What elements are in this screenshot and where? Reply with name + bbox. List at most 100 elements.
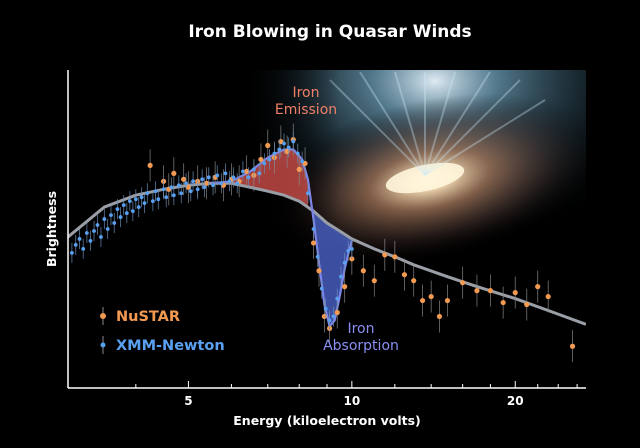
data-point-xmm [262,161,267,166]
legend-label-xmm: XMM-Newton [116,338,225,354]
data-point-xmm [272,151,277,156]
data-point-xmm [136,205,141,210]
data-point-xmm [115,207,120,212]
data-point-xmm [102,217,107,221]
data-point-nustar [360,268,366,274]
data-point-nustar [321,313,327,320]
data-point-xmm [81,246,86,251]
data-point-xmm [349,246,354,251]
data-point-xmm [295,151,300,156]
data-point-nustar [392,254,398,260]
data-point-xmm [112,221,117,225]
data-point-xmm [311,227,316,231]
data-point-nustar [569,343,576,349]
data-point-xmm [235,181,240,186]
data-point-xmm [77,237,82,241]
data-point-xmm [95,223,100,227]
data-point-xmm [335,296,340,301]
data-point-xmm [188,189,193,194]
data-point-nustar [316,268,322,274]
data-point-nustar [203,180,210,186]
data-point-nustar [444,297,451,304]
data-point-xmm [200,177,205,182]
data-point-nustar [185,184,192,190]
data-point-xmm [215,173,220,178]
data-point-xmm [171,193,176,198]
data-point-xmm [211,183,215,188]
data-point-nustar [181,176,187,182]
chart-title: Iron Blowing in Quasar Winds [188,22,471,42]
data-point-xmm [315,254,320,259]
absorption-region [313,211,352,327]
data-point-nustar [436,313,443,320]
data-point-nustar [258,156,264,163]
data-point-xmm [139,195,144,200]
data-point-nustar [535,284,541,290]
annotation-iron-absorption-line1: Iron [347,321,374,337]
data-point-xmm [319,286,324,291]
data-point-nustar [244,168,250,174]
data-point-nustar [401,272,408,278]
data-point-nustar [265,142,271,149]
legend: NuSTAR XMM-Newton [100,307,225,354]
galaxy-backdrop [250,70,586,290]
data-point-xmm [339,274,343,279]
data-point-xmm [323,306,328,311]
data-point-xmm [73,243,78,247]
data-point-nustar [147,162,153,168]
x-tick-label: 20 [507,394,524,408]
data-point-xmm [346,248,351,253]
data-point-xmm [105,227,110,231]
data-point-nustar [382,252,388,258]
data-point-xmm [84,231,89,235]
data-point-nustar [512,290,518,296]
data-point-xmm [257,171,262,176]
data-point-nustar [371,278,377,284]
data-point-xmm [202,185,207,190]
data-point-xmm [286,145,291,150]
data-point-xmm [164,195,169,200]
data-point-xmm [267,157,272,162]
legend-label-nustar: NuSTAR [116,309,180,325]
data-point-nustar [500,299,506,306]
data-point-xmm [342,260,347,265]
data-point-xmm [184,181,188,186]
data-point-nustar [487,288,494,294]
data-point-xmm [169,185,174,190]
data-point-xmm [124,211,129,216]
data-point-xmm [206,175,211,180]
data-point-xmm [223,171,228,176]
data-point-nustar [460,280,466,286]
data-point-xmm [327,318,332,323]
data-point-xmm [127,199,132,204]
data-point-xmm [156,197,161,202]
data-point-xmm [88,239,93,243]
data-point-xmm [241,169,245,174]
data-point-xmm [161,187,166,192]
data-point-nustar [411,278,417,284]
x-axis-label: Energy (kiloelectron volts) [233,413,421,428]
data-point-xmm [121,203,126,208]
data-point-nustar [296,166,302,172]
data-point-xmm [153,189,158,194]
y-axis-label: Brightness [44,191,59,267]
data-point-xmm [191,179,195,184]
data-point-xmm [195,187,200,192]
data-point-xmm [99,235,103,239]
data-point-xmm [306,191,310,196]
data-point-xmm [109,213,113,217]
data-point-nustar [334,309,340,316]
x-tick-label: 10 [343,394,360,408]
data-point-xmm [145,191,150,196]
data-point-xmm [277,147,282,152]
data-point-xmm [69,250,74,255]
data-point-nustar [474,288,480,294]
data-point-xmm [133,197,138,202]
data-point-nustar [171,170,177,176]
data-point-nustar [419,297,426,304]
x-tick-label: 5 [184,394,192,408]
data-point-xmm [92,229,96,233]
annotation-iron-emission-line2: Emission [275,102,337,118]
data-point-xmm [227,179,232,184]
